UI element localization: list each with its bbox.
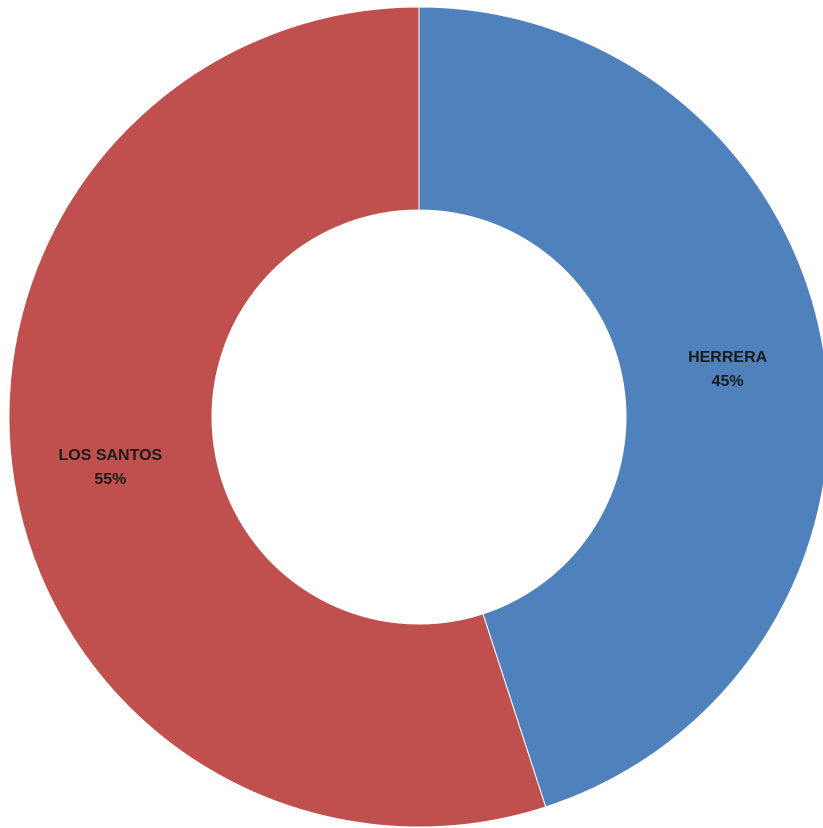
data-label-value: 45%	[712, 373, 744, 390]
data-label-name: HERRERA	[688, 349, 768, 366]
data-label-los-santos: LOS SANTOS 55%	[58, 447, 162, 488]
data-label-name: LOS SANTOS	[58, 447, 162, 464]
donut-labels: HERRERA 45% LOS SANTOS 55%	[58, 349, 767, 488]
slice-los-santos	[8, 6, 547, 828]
donut-slices	[8, 6, 823, 828]
slice-herrera	[418, 6, 823, 808]
data-label-herrera: HERRERA 45%	[688, 349, 768, 390]
data-label-value: 55%	[94, 471, 126, 488]
